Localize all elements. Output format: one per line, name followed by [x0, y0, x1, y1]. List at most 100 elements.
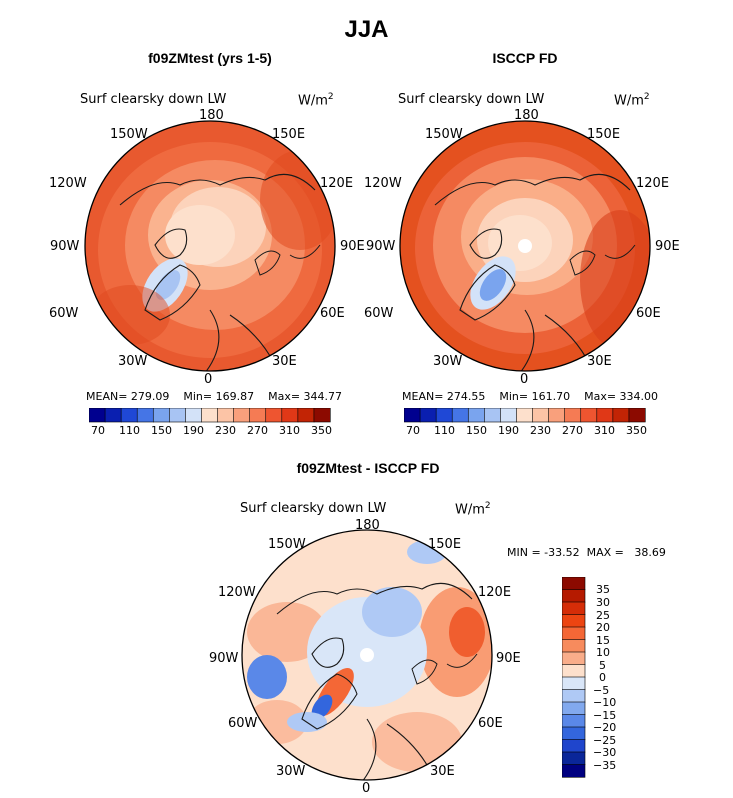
panel2-lon-150w: 150W [425, 127, 463, 142]
colorbar-swatch [612, 408, 630, 423]
panel1-cb-tick: 310 [279, 424, 300, 437]
colorbar-swatch [564, 408, 582, 423]
panel3-lon-150e: 150E [428, 537, 462, 552]
panel3-lon-90w: 90W [209, 651, 239, 666]
panel1-cb-tick: 230 [215, 424, 236, 437]
panel1-variable-label: Surf clearsky down LW [80, 92, 227, 107]
colorbar-swatch [562, 751, 586, 766]
panel3-cb-tick: 20 [596, 621, 610, 634]
panel3-cb-tick: −10 [593, 696, 617, 709]
panel3-cb-tick: −30 [593, 746, 617, 759]
panel2-cb-tick: 190 [498, 424, 519, 437]
panel1-lon-150e: 150E [272, 127, 306, 142]
panel1-lon-60w: 60W [49, 306, 79, 321]
panel2-lon-60e: 60E [636, 306, 661, 321]
panel3-cb-tick: 5 [599, 659, 606, 672]
panel3-colorbar [562, 577, 586, 778]
panel2-lon-30e: 30E [587, 354, 612, 369]
panel2-cb-tick: 70 [406, 424, 420, 437]
panel2-lon-90e: 90E [655, 239, 680, 254]
colorbar-swatch [562, 589, 586, 603]
panel3-lon-30e: 30E [430, 764, 455, 779]
colorbar-swatch [562, 676, 586, 691]
colorbar-swatch [562, 577, 586, 591]
colorbar-swatch [281, 408, 299, 423]
colorbar-swatch [516, 408, 534, 423]
colorbar-swatch [562, 614, 586, 628]
colorbar-swatch [500, 408, 518, 423]
colorbar-swatch [562, 764, 586, 778]
colorbar-swatch [185, 408, 203, 423]
panel2-title: ISCCP FD [492, 50, 558, 66]
colorbar-swatch [562, 701, 586, 716]
panel2-lon-120w: 120W [364, 176, 402, 191]
panel2-colorbar [404, 408, 646, 423]
colorbar-swatch [562, 726, 586, 741]
panel3-lon-30w: 30W [276, 764, 306, 779]
colorbar-swatch [104, 408, 122, 423]
panel3-stats: MIN = -33.52 MAX = 38.69 [507, 546, 666, 559]
panel3-cb-tick: −15 [593, 709, 617, 722]
colorbar-swatch [169, 408, 187, 423]
colorbar-swatch [89, 408, 106, 423]
panel3-cb-tick: 30 [596, 596, 610, 609]
panel2-lon-120e: 120E [636, 176, 670, 191]
colorbar-swatch [265, 408, 283, 423]
panel1-cb-tick: 70 [91, 424, 105, 437]
panel2-cb-tick: 350 [626, 424, 647, 437]
panel3-lon-60e: 60E [478, 716, 503, 731]
panel1-cb-tick: 190 [183, 424, 204, 437]
colorbar-swatch [562, 601, 586, 616]
panel1-stats: MEAN= 279.09 Min= 169.87 Max= 344.77 [86, 390, 343, 403]
panel1-lon-30w: 30W [118, 354, 148, 369]
colorbar-swatch [404, 408, 421, 423]
panel1-lon-30e: 30E [272, 354, 297, 369]
panel3-cb-tick: −20 [593, 721, 617, 734]
panel2-cb-tick: 110 [434, 424, 455, 437]
colorbar-swatch [562, 651, 586, 666]
colorbar-swatch [562, 664, 586, 678]
panel2-cb-tick: 230 [530, 424, 551, 437]
panel2-lon-180: 180 [514, 108, 539, 123]
panel1-lon-90w: 90W [50, 239, 80, 254]
panel1-cb-tick: 110 [119, 424, 140, 437]
panel3-lon-60w: 60W [228, 716, 258, 731]
colorbar-swatch [451, 408, 469, 423]
panel1-lon-150w: 150W [110, 127, 148, 142]
panel2-units: W/m2 [614, 92, 650, 109]
panel1-units: W/m2 [298, 92, 334, 109]
panel1-lon-90e: 90E [340, 239, 365, 254]
panel2-lon-150e: 150E [587, 127, 621, 142]
panel2-cb-tick: 310 [594, 424, 615, 437]
panel1-cb-tick: 270 [247, 424, 268, 437]
panel1-cb-tick: 150 [151, 424, 172, 437]
colorbar-swatch [562, 626, 586, 641]
colorbar-swatch [562, 639, 586, 653]
panel1-lon-120e: 120E [320, 176, 354, 191]
page-title: JJA [344, 16, 389, 43]
panel1-lon-180: 180 [199, 108, 224, 123]
panel2-lon-90w: 90W [366, 239, 396, 254]
colorbar-swatch [152, 408, 170, 423]
panel3-cb-tick: 0 [599, 671, 606, 684]
panel2-colorbar-ticks: 70 110 150 190 230 270 310 350 [404, 424, 649, 440]
colorbar-swatch [467, 408, 485, 423]
panel3-cb-tick: 15 [596, 634, 610, 647]
colorbar-swatch [548, 408, 566, 423]
panel3-polar-map [241, 529, 493, 781]
panel2-polar-map [399, 120, 651, 372]
panel1-lon-60e: 60E [320, 306, 345, 321]
panel2-lon-30w: 30W [433, 354, 463, 369]
panel1-cb-tick: 350 [311, 424, 332, 437]
colorbar-swatch [313, 408, 331, 423]
panel1-lon-0: 0 [204, 372, 213, 387]
colorbar-swatch [484, 408, 502, 423]
panel3-units: W/m2 [455, 501, 491, 518]
panel2-cb-tick: 270 [562, 424, 583, 437]
panel3-cb-tick: 35 [596, 583, 610, 596]
colorbar-swatch [580, 408, 598, 423]
panel2-variable-label: Surf clearsky down LW [398, 92, 545, 107]
panel3-cb-tick: 25 [596, 609, 610, 622]
panel1-colorbar-ticks: 70 110 150 190 230 270 310 350 [89, 424, 334, 440]
panel3-variable-label: Surf clearsky down LW [240, 501, 387, 516]
